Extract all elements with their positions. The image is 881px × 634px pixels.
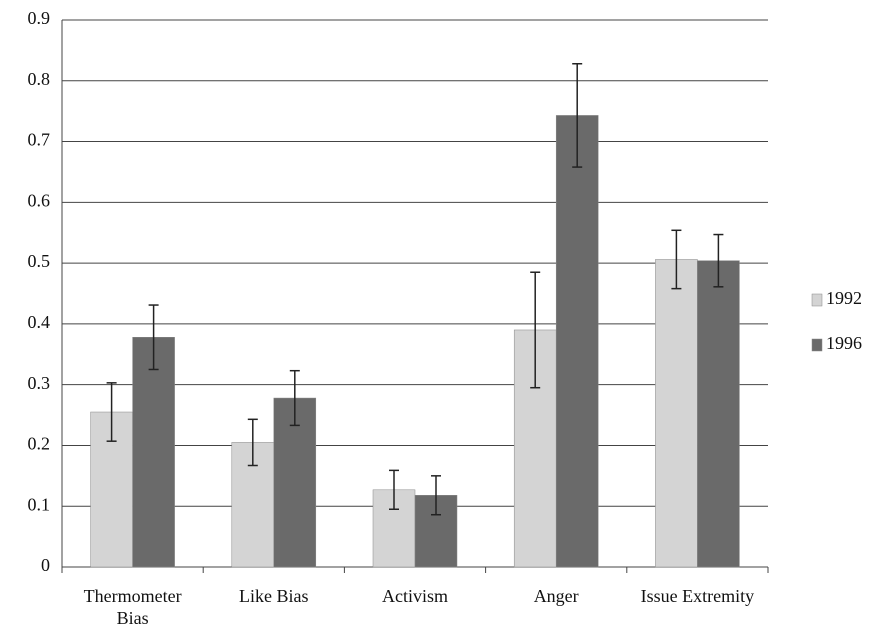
x-tick-label: Activism — [382, 586, 448, 606]
x-tick-label: Like Bias — [239, 586, 309, 606]
y-tick-label: 0.1 — [28, 494, 51, 514]
bar — [655, 259, 698, 568]
y-tick-label: 0.9 — [28, 8, 51, 28]
legend-swatch — [811, 338, 823, 352]
bar — [273, 397, 317, 568]
bar — [555, 115, 599, 568]
legend-label: 1992 — [826, 288, 862, 308]
y-tick-label: 0.7 — [28, 130, 51, 150]
bar — [132, 337, 175, 568]
y-tick-label: 0.8 — [28, 69, 51, 89]
y-tick-label: 0.2 — [28, 434, 51, 454]
y-tick-label: 0.3 — [28, 373, 51, 393]
legend-label: 1996 — [826, 333, 862, 353]
x-tick-label: Anger — [533, 586, 579, 606]
y-tick-label: 0.6 — [28, 190, 51, 210]
bar — [697, 260, 740, 568]
y-tick-label: 0.5 — [28, 251, 51, 271]
x-tick-label: Thermometer Bias — [83, 586, 182, 628]
x-tick-label: Issue Extremity — [640, 586, 755, 606]
y-tick-label: 0.4 — [28, 312, 51, 332]
legend-swatch — [811, 293, 823, 307]
y-tick-label: 0 — [41, 555, 50, 575]
